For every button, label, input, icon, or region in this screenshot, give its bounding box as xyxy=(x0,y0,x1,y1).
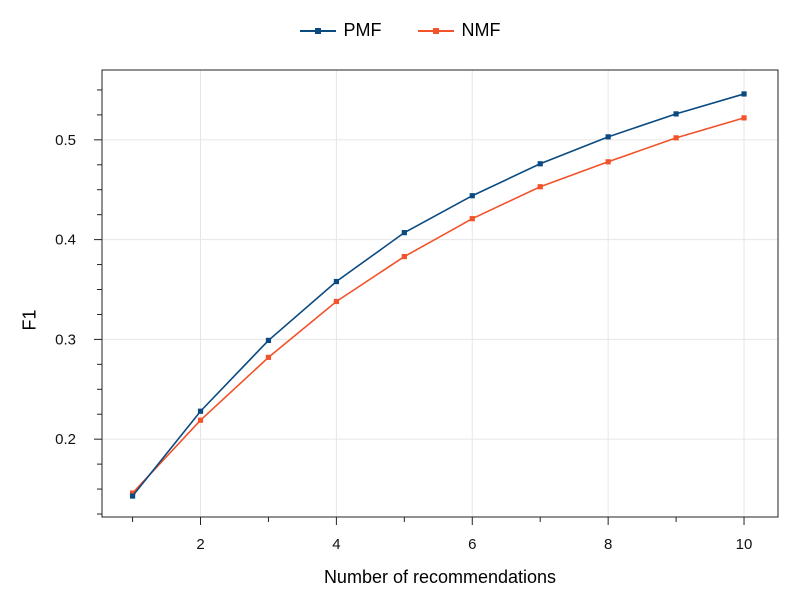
data-point-nmf xyxy=(333,298,339,305)
data-point-pmf xyxy=(401,230,407,236)
y-tick-label: 0.5 xyxy=(55,132,76,149)
data-point-nmf xyxy=(197,417,204,423)
data-point-nmf xyxy=(673,135,679,141)
plot-frame xyxy=(101,69,779,518)
data-point-nmf xyxy=(129,490,136,496)
data-point-pmf xyxy=(333,278,339,285)
data-point-nmf xyxy=(401,253,407,260)
data-point-nmf xyxy=(741,115,747,121)
data-point-nmf xyxy=(605,159,611,165)
data-point-pmf xyxy=(741,91,747,97)
x-axis-label: Number of recommendations xyxy=(323,567,557,587)
legend-item-nmf: NMF xyxy=(417,20,501,41)
x-tick-label: 6 xyxy=(468,536,476,553)
data-point-pmf xyxy=(197,408,204,414)
data-point-pmf xyxy=(129,493,136,499)
data-point-pmf xyxy=(537,161,543,167)
y-tick-label: 0.2 xyxy=(55,431,76,448)
legend-label-nmf: NMF xyxy=(461,20,501,40)
legend-swatch-pmf xyxy=(299,27,336,34)
data-point-nmf xyxy=(265,354,272,360)
legend-item-pmf: PMF xyxy=(299,20,382,41)
data-point-pmf xyxy=(265,337,272,343)
y-tick-label: 0.3 xyxy=(55,331,76,348)
legend-label-pmf: PMF xyxy=(343,20,382,40)
legend-swatch-nmf xyxy=(417,27,454,34)
data-point-pmf xyxy=(469,193,475,199)
y-axis-label: F1 xyxy=(19,309,40,331)
data-point-pmf xyxy=(605,134,611,140)
legend: PMF NMF xyxy=(0,20,800,41)
series-line-nmf xyxy=(131,117,745,494)
series-line-pmf xyxy=(131,93,745,497)
x-tick-label: 8 xyxy=(604,536,612,553)
data-point-nmf xyxy=(537,184,543,190)
x-tick-label: 2 xyxy=(196,536,204,553)
x-tick-label: 4 xyxy=(332,536,340,553)
data-point-pmf xyxy=(673,111,679,117)
data-point-nmf xyxy=(469,216,475,222)
x-tick-label: 10 xyxy=(736,536,753,553)
y-tick-label: 0.4 xyxy=(55,232,76,249)
